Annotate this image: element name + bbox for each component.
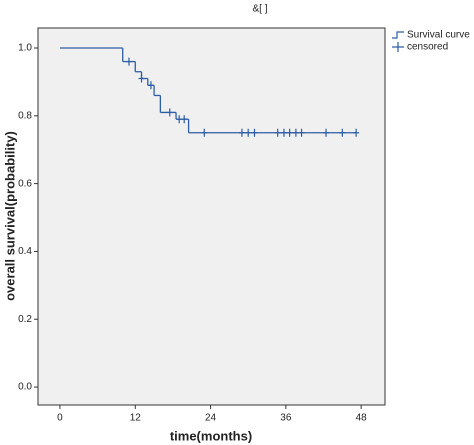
x-tick-label: 0 <box>57 413 63 424</box>
censor-mark <box>339 128 346 137</box>
censor-mark <box>274 128 281 137</box>
censor-mark <box>238 128 245 137</box>
censor-mark <box>251 128 258 137</box>
censor-mark <box>147 81 154 90</box>
y-axis-title: overall survival(probability) <box>2 131 17 301</box>
censor-mark <box>138 74 145 83</box>
x-tick-label: 48 <box>356 413 368 424</box>
x-tick-label: 12 <box>130 413 142 424</box>
y-tick-label: 0.6 <box>18 178 32 189</box>
x-axis-title: time(months) <box>170 428 252 443</box>
censor-mark <box>245 128 252 137</box>
censor-mark <box>176 115 183 124</box>
legend-swatch <box>392 31 404 39</box>
censor-mark <box>201 128 208 137</box>
legend-swatch <box>392 42 404 52</box>
x-tick-label: 24 <box>205 413 217 424</box>
y-tick-label: 0.4 <box>18 246 32 257</box>
censor-mark <box>292 128 299 137</box>
y-tick-label: 0.0 <box>18 382 32 393</box>
chart-title: &[ ] <box>252 4 267 15</box>
legend-label: censored <box>407 42 448 53</box>
y-tick-label: 0.2 <box>18 314 32 325</box>
censor-mark <box>125 57 132 66</box>
censor-mark <box>181 115 188 124</box>
y-tick-label: 0.8 <box>18 110 32 121</box>
censor-mark <box>280 128 287 137</box>
censor-mark <box>166 108 173 117</box>
censor-mark <box>286 128 293 137</box>
x-tick-label: 36 <box>280 413 292 424</box>
legend-label: Survival curve <box>407 30 470 41</box>
censor-mark <box>353 128 360 137</box>
plot-area <box>37 27 386 406</box>
censor-mark <box>298 128 305 137</box>
censor-mark <box>323 128 330 137</box>
y-tick-label: 1.0 <box>18 43 32 54</box>
